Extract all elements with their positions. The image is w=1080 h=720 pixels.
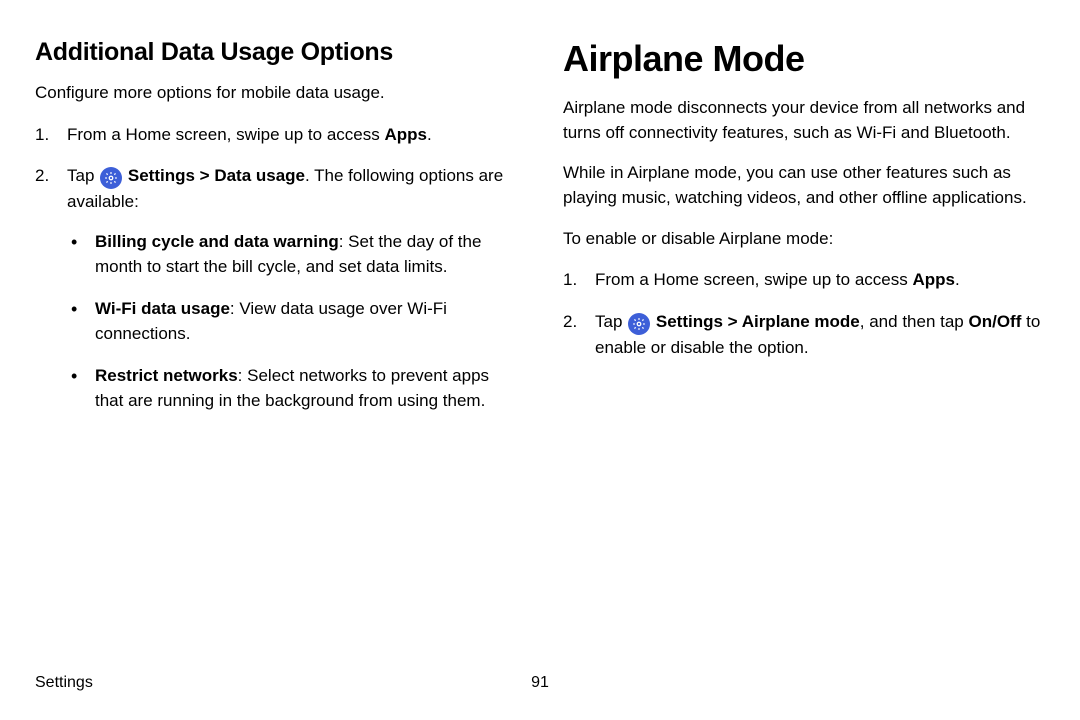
- left-step-1: From a Home screen, swipe up to access A…: [35, 122, 517, 148]
- right-paragraph-1: Airplane mode disconnects your device fr…: [563, 96, 1045, 145]
- step-text: , and then tap: [860, 312, 969, 331]
- settings-label: Settings: [656, 312, 723, 331]
- left-intro-text: Configure more options for mobile data u…: [35, 81, 517, 106]
- airplane-mode-label: Airplane mode: [742, 312, 860, 331]
- step-text: From a Home screen, swipe up to access: [595, 270, 912, 289]
- data-usage-label: Data usage: [214, 166, 305, 185]
- right-step-2: Tap Settings > Airplane mode, and then t…: [563, 309, 1045, 361]
- right-step-1: From a Home screen, swipe up to access A…: [563, 267, 1045, 293]
- settings-gear-icon: [100, 167, 122, 189]
- bullet-title: Billing cycle and data warning: [95, 232, 339, 251]
- right-paragraph-2: While in Airplane mode, you can use othe…: [563, 161, 1045, 210]
- page-footer: Settings 91: [35, 674, 1045, 692]
- left-steps-list: From a Home screen, swipe up to access A…: [35, 122, 517, 414]
- bullet-title: Restrict networks: [95, 366, 238, 385]
- step-text: .: [427, 125, 432, 144]
- footer-section-label: Settings: [35, 674, 93, 692]
- bullet-item: Restrict networks: Select networks to pr…: [67, 363, 517, 414]
- breadcrumb-separator: >: [723, 312, 742, 331]
- right-steps-list: From a Home screen, swipe up to access A…: [563, 267, 1045, 360]
- settings-label: Settings: [128, 166, 195, 185]
- right-main-title: Airplane Mode: [563, 38, 1045, 80]
- step-text: Tap: [67, 166, 99, 185]
- step-text: .: [955, 270, 960, 289]
- left-section-title: Additional Data Usage Options: [35, 38, 517, 67]
- breadcrumb-separator: >: [195, 166, 214, 185]
- bullet-title: Wi-Fi data usage: [95, 299, 230, 318]
- onoff-label: On/Off: [968, 312, 1021, 331]
- right-column: Airplane Mode Airplane mode disconnects …: [563, 38, 1045, 430]
- bullet-item: Wi-Fi data usage: View data usage over W…: [67, 296, 517, 347]
- settings-gear-icon: [628, 313, 650, 335]
- left-column: Additional Data Usage Options Configure …: [35, 38, 517, 430]
- left-step-2: Tap Settings > Data usage. The following…: [35, 163, 517, 414]
- step-text: Tap: [595, 312, 627, 331]
- document-page: Additional Data Usage Options Configure …: [0, 0, 1080, 430]
- apps-label: Apps: [912, 270, 955, 289]
- right-paragraph-3: To enable or disable Airplane mode:: [563, 227, 1045, 252]
- step-text: From a Home screen, swipe up to access: [67, 125, 384, 144]
- left-bullet-list: Billing cycle and data warning: Set the …: [67, 229, 517, 414]
- apps-label: Apps: [384, 125, 427, 144]
- bullet-item: Billing cycle and data warning: Set the …: [67, 229, 517, 280]
- footer-page-number: 91: [531, 674, 549, 692]
